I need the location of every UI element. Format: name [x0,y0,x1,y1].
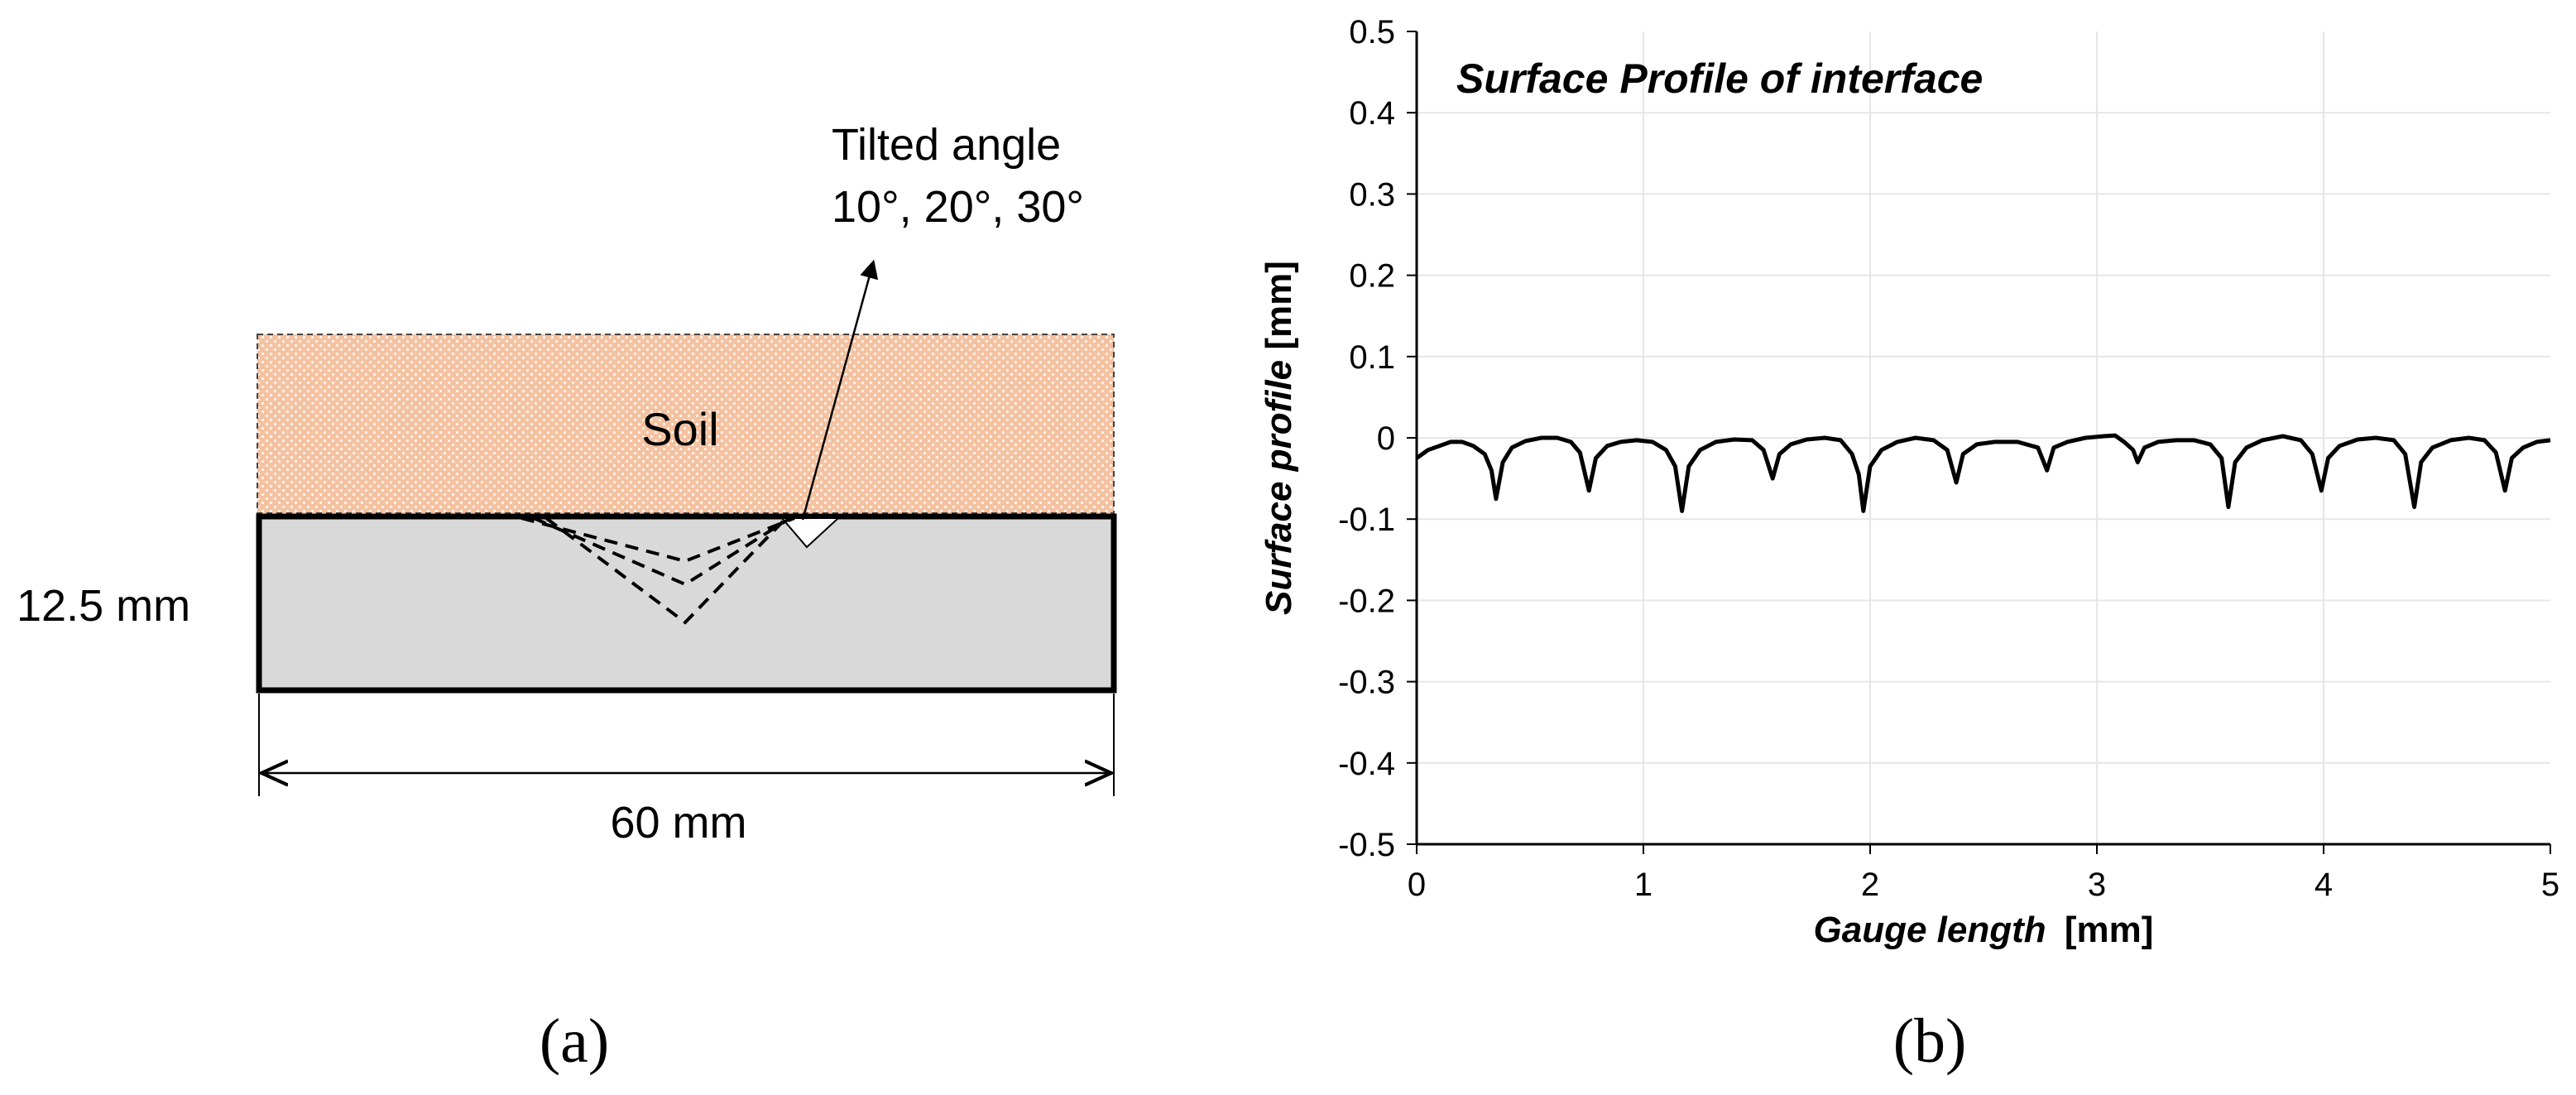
y-tick-label: -0.3 [1338,665,1395,701]
groove-opening [780,517,841,549]
width-label: 60 mm [610,798,746,848]
annotation-line-1: Tilted angle [832,120,1061,170]
groove-10-deg [520,516,795,564]
y-tick-label: -0.4 [1338,746,1395,782]
y-tick-label: -0.2 [1338,583,1395,619]
y-axis-label: Surface profile [mm] [1259,261,1299,615]
x-axis-label-unit [2055,910,2065,950]
panel-a-schematic: Soil Tilted angle 10°, 20°, 30° 12.5 mm … [17,120,1117,1076]
panel-a-label: (a) [540,1006,609,1076]
x-tick-label: 4 [2315,867,2333,903]
y-tick-label: 0.3 [1349,176,1395,213]
annotation-line-2: 10°, 20°, 30° [832,182,1084,232]
y-tick-label: 0.5 [1349,14,1395,50]
thickness-label: 12.5 mm [17,581,190,631]
groove-20-deg [533,516,792,587]
x-tick-labels: 0 1 2 3 4 5 [1408,867,2559,903]
x-tick-label: 5 [2541,867,2559,903]
y-tick-label: 0.1 [1349,339,1395,376]
x-axis-label: Gauge length [mm] [1814,910,2154,950]
soil-layer [257,334,1115,514]
series-line-surface-profile [1415,433,2551,513]
panel-b-chart: 0 1 2 3 4 5 0.5 0.4 0.3 0.2 0.1 0 -0.1 -0.2 -0.3 -0.4 -… [1259,14,2559,1076]
chart-title: Surface Profile of interface [1456,55,1983,102]
panel-b-label: (b) [1893,1006,1967,1076]
y-tick-label: 0.4 [1349,95,1395,132]
tick-marks [1407,31,2551,854]
specimen-block [256,513,1117,694]
soil-label: Soil [641,403,718,455]
y-tick-label: -0.1 [1338,502,1395,538]
y-tick-label: 0 [1377,420,1395,457]
x-tick-label: 2 [1861,867,1879,903]
x-tick-label: 1 [1634,867,1653,903]
y-axis-label-space [1259,350,1299,360]
y-tick-labels: 0.5 0.4 0.3 0.2 0.1 0 -0.1 -0.2 -0.3 -0.4 -0.5 [1338,14,1395,863]
x-axis-unit: [mm] [2065,910,2154,950]
annotation-arrow [801,259,879,521]
y-axis-unit: [mm] [1259,261,1299,350]
y-tick-label: -0.5 [1338,827,1395,863]
tilted-grooves [520,516,795,625]
x-tick-label: 3 [2088,867,2106,903]
x-axis-label-name: Gauge length [1814,910,2046,950]
y-tick-label: 0.2 [1349,258,1395,295]
groove-30-deg [544,516,788,625]
y-axis-label-name: Surface profile [1259,360,1299,615]
x-tick-label: 0 [1408,867,1426,903]
